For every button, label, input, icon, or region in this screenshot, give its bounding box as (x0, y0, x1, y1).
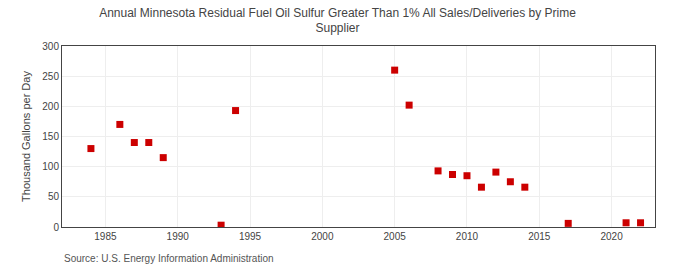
svg-text:200: 200 (42, 101, 59, 112)
svg-text:300: 300 (42, 41, 59, 52)
svg-text:Annual Minnesota Residual Fuel: Annual Minnesota Residual Fuel Oil Sulfu… (99, 6, 576, 36)
svg-text:2000: 2000 (311, 231, 334, 242)
svg-text:0: 0 (53, 222, 59, 233)
svg-text:Thousand Gallons per Day: Thousand Gallons per Day (20, 71, 32, 202)
svg-text:50: 50 (48, 191, 60, 202)
svg-text:150: 150 (42, 131, 59, 142)
svg-text:1990: 1990 (167, 231, 190, 242)
svg-text:Source: U.S. Energy Informatio: Source: U.S. Energy Information Administ… (64, 253, 274, 264)
svg-text:1985: 1985 (94, 231, 117, 242)
svg-text:2010: 2010 (456, 231, 479, 242)
svg-text:2020: 2020 (600, 231, 623, 242)
svg-text:1995: 1995 (239, 231, 262, 242)
svg-text:250: 250 (42, 71, 59, 82)
svg-text:100: 100 (42, 161, 59, 172)
svg-text:2015: 2015 (528, 231, 551, 242)
svg-text:2005: 2005 (384, 231, 407, 242)
